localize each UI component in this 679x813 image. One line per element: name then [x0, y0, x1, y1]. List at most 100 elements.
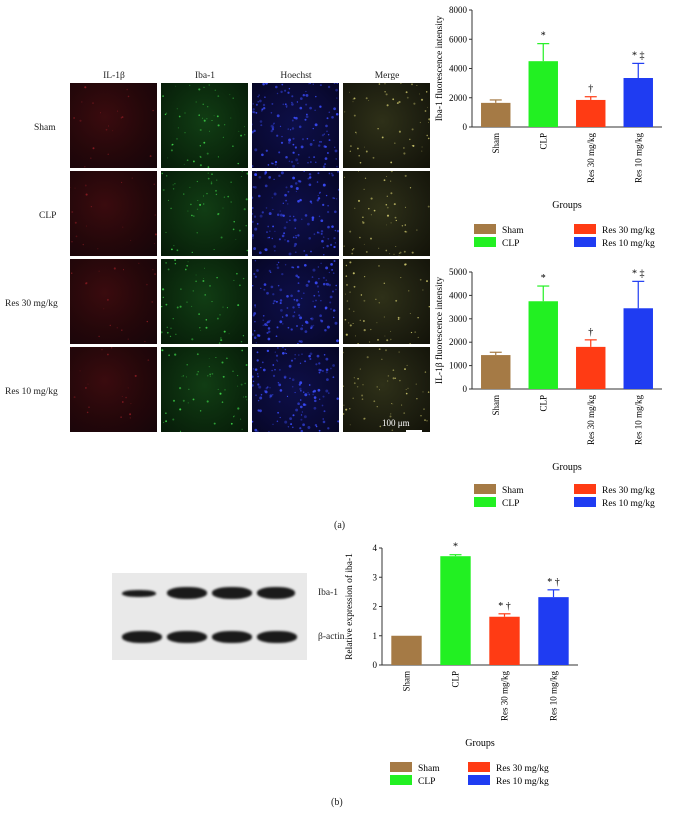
legend-label: Res 30 mg/kg [602, 486, 655, 496]
significance-marker: * [453, 542, 458, 553]
y-axis-label: Relative expression of iba-1 [344, 553, 355, 660]
y-tick-label: 4000 [449, 290, 468, 300]
image-tile-res10-il1b [70, 347, 157, 432]
x-tick-label: Res 30 mg/kg [586, 395, 596, 446]
image-tile-sham-il1b [70, 83, 157, 168]
legend-swatch [574, 224, 596, 234]
legend-label: CLP [502, 499, 519, 509]
y-tick-label: 4 [373, 543, 378, 553]
significance-marker: † [588, 327, 593, 338]
legend-swatch [574, 484, 596, 494]
blot-band-iba1 [212, 587, 252, 599]
image-tile-clp-il1b [70, 171, 157, 256]
row-label-clp: CLP [39, 211, 57, 221]
bar [528, 61, 558, 127]
bar [440, 556, 471, 665]
significance-marker: * [541, 273, 546, 284]
bar [481, 355, 511, 389]
bar [528, 301, 558, 389]
image-tile-res30-iba1 [161, 259, 248, 344]
x-tick-label: Sham [491, 133, 501, 154]
legend-label: CLP [418, 777, 435, 787]
y-tick-label: 1 [373, 631, 378, 641]
western-blot-image [112, 573, 307, 660]
legend-swatch [474, 484, 496, 494]
y-tick-label: 4000 [449, 64, 468, 74]
legend-label: Res 10 mg/kg [496, 777, 549, 787]
image-tile-sham-hoechst [252, 83, 339, 168]
legend-swatch [574, 237, 596, 247]
blot-band-iba1 [257, 587, 295, 599]
bar [481, 102, 511, 127]
y-tick-label: 2 [373, 602, 378, 612]
image-tile-res30-merge [343, 259, 430, 344]
bar [489, 616, 520, 665]
blot-band-beta-actin [212, 631, 252, 643]
y-tick-label: 5000 [449, 267, 468, 277]
y-tick-label: 0 [373, 660, 378, 670]
blot-label-beta-actin: β-actin [318, 632, 345, 642]
y-tick-label: 0 [463, 384, 468, 394]
x-tick-label: CLP [538, 395, 548, 412]
blot-band-beta-actin [122, 631, 162, 643]
row-label-sham: Sham [34, 123, 56, 133]
legend-swatch [574, 497, 596, 507]
significance-marker: * ‡ [632, 50, 645, 61]
significance-marker: * ‡ [632, 268, 645, 279]
image-tile-res30-hoechst [252, 259, 339, 344]
bar [623, 308, 653, 389]
legend-swatch [474, 237, 496, 247]
y-tick-label: 3000 [449, 314, 468, 324]
y-tick-label: 6000 [449, 34, 468, 44]
significance-marker: * † [547, 577, 560, 588]
blot-label-iba1: Iba-1 [318, 588, 339, 598]
legend-label: Res 30 mg/kg [496, 764, 549, 774]
x-tick-label: Sham [402, 671, 412, 692]
image-tile-res10-merge [343, 347, 430, 432]
panel-a-label: (a) [334, 520, 346, 531]
row-label-res10: Res 10 mg/kg [5, 387, 58, 397]
column-label-il1b: IL-1β [103, 71, 125, 81]
y-tick-label: 3 [373, 572, 378, 582]
significance-marker: † [588, 84, 593, 95]
image-tile-res30-il1b [70, 259, 157, 344]
legend-label: Res 10 mg/kg [602, 239, 655, 249]
x-axis-label: Groups [552, 200, 582, 211]
x-tick-label: CLP [538, 133, 548, 150]
x-tick-label: CLP [451, 671, 461, 688]
bar [576, 346, 606, 389]
y-tick-label: 2000 [449, 93, 468, 103]
image-tile-clp-hoechst [252, 171, 339, 256]
image-tile-res10-hoechst [252, 347, 339, 432]
row-label-res30: Res 30 mg/kg [5, 299, 58, 309]
legend-label: Res 30 mg/kg [602, 226, 655, 236]
bar [576, 99, 606, 127]
blot-band-beta-actin [257, 631, 297, 643]
x-tick-label: Res 10 mg/kg [633, 133, 643, 184]
blot-band-iba1 [122, 589, 156, 597]
column-label-merge: Merge [374, 71, 400, 81]
bar [391, 635, 422, 665]
legend-swatch [390, 762, 412, 772]
legend-label: Sham [418, 764, 440, 774]
x-tick-label: Res 10 mg/kg [549, 671, 559, 722]
significance-marker: * † [498, 601, 511, 612]
y-tick-label: 0 [463, 122, 468, 132]
x-tick-label: Sham [491, 395, 501, 416]
bar [623, 78, 653, 127]
significance-marker: * [541, 31, 546, 42]
image-tile-sham-iba1 [161, 83, 248, 168]
y-axis-label: Iba-1 fluorescence intensity [434, 15, 445, 121]
image-tile-clp-iba1 [161, 171, 248, 256]
il1b-fluorescence-chart: 0 1000 2000 3000 4000 5000 IL-1β fluorescence … [434, 267, 662, 509]
legend-swatch [474, 224, 496, 234]
bar [538, 597, 569, 665]
image-tile-sham-merge [343, 83, 430, 168]
blot-band-beta-actin [167, 631, 207, 643]
legend-label: Sham [502, 486, 524, 496]
y-tick-label: 8000 [449, 5, 468, 15]
legend-swatch [390, 775, 412, 785]
x-tick-label: Res 30 mg/kg [586, 133, 596, 184]
scale-bar: 100 μm [382, 418, 427, 432]
legend-swatch [474, 497, 496, 507]
